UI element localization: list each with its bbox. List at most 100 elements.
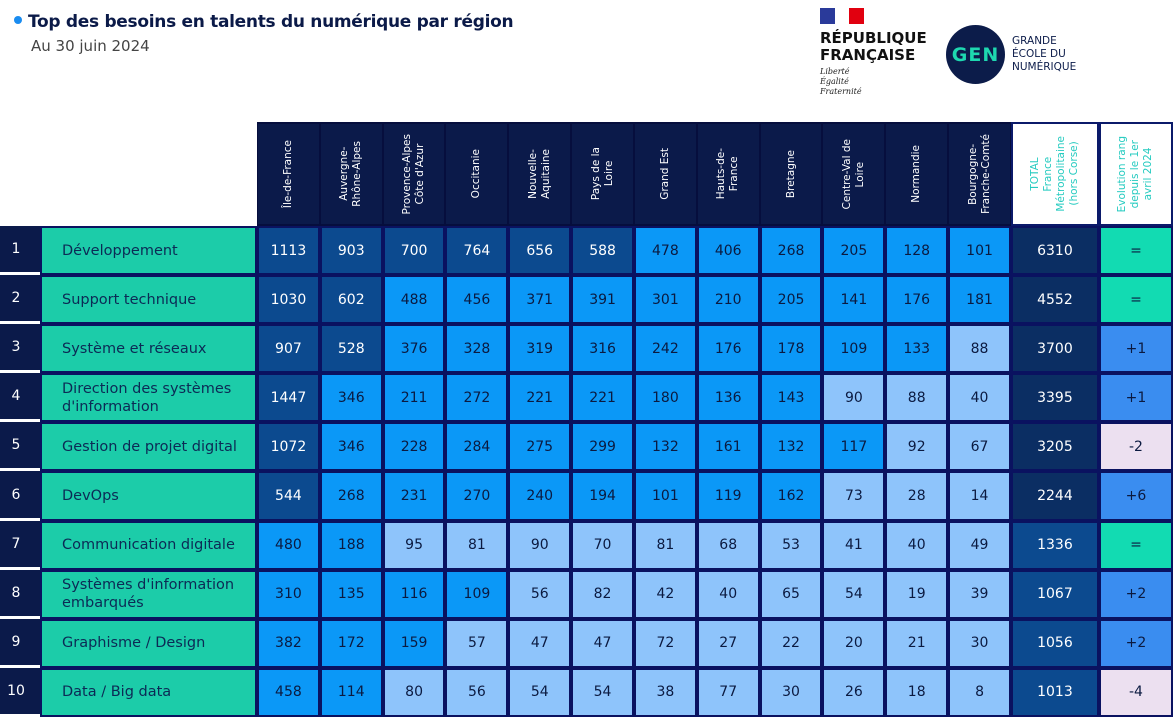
value-cell: 70 [571, 520, 634, 570]
row-label: Système et réseaux [40, 324, 257, 374]
row-label: Graphisme / Design [40, 618, 257, 668]
rank-cell: 8 [0, 569, 40, 619]
value-cell: 136 [696, 373, 760, 423]
total-cell: 6310 [1010, 226, 1099, 276]
value-cell: 588 [571, 226, 634, 276]
value-cell: 21 [885, 618, 949, 668]
evolution-cell: = [1098, 275, 1173, 325]
value-cell: 54 [508, 667, 572, 717]
value-cell: 172 [319, 618, 383, 668]
french-flag-icon [820, 8, 865, 24]
column-header-text: Normandie [910, 145, 923, 203]
value-cell: 159 [382, 618, 446, 668]
value-cell: 14 [948, 471, 1011, 521]
value-cell: 38 [633, 667, 697, 717]
value-cell: 328 [445, 324, 509, 374]
value-cell: 406 [696, 226, 760, 276]
value-cell: 40 [696, 569, 760, 619]
rf-motto: Fraternité [820, 87, 862, 96]
value-cell: 903 [319, 226, 383, 276]
value-cell: 240 [508, 471, 572, 521]
value-cell: 39 [948, 569, 1011, 619]
value-cell: 80 [382, 667, 446, 717]
value-cell: 456 [445, 275, 509, 325]
value-cell: 371 [508, 275, 572, 325]
column-header-text: Occitanie [470, 149, 483, 199]
row-label: DevOps [40, 471, 257, 521]
rf-motto: Égalité [820, 77, 849, 86]
row-label: Développement [40, 226, 257, 276]
value-cell: 488 [382, 275, 446, 325]
value-cell: 40 [948, 373, 1011, 423]
value-cell: 319 [508, 324, 572, 374]
value-cell: 205 [822, 226, 886, 276]
gen-logo-mark: GEN [946, 25, 1005, 84]
value-cell: 228 [382, 422, 446, 472]
value-cell: 72 [633, 618, 697, 668]
rank-cell: 9 [0, 618, 40, 668]
value-cell: 41 [822, 520, 886, 570]
rf-name-1: RÉPUBLIQUE [820, 29, 927, 47]
value-cell: 275 [508, 422, 572, 472]
value-cell: 30 [759, 667, 823, 717]
evolution-cell: +2 [1098, 618, 1173, 668]
republique-francaise-logo: RÉPUBLIQUE FRANÇAISE Liberté Égalité Frater… [820, 8, 927, 97]
value-cell: 272 [445, 373, 509, 423]
value-cell: 77 [696, 667, 760, 717]
evolution-cell: = [1098, 520, 1173, 570]
value-cell: 194 [571, 471, 634, 521]
value-cell: 480 [257, 520, 320, 570]
value-cell: 1072 [257, 422, 320, 472]
value-cell: 19 [885, 569, 949, 619]
value-cell: 656 [508, 226, 572, 276]
value-cell: 1447 [257, 373, 320, 423]
value-cell: 68 [696, 520, 760, 570]
value-cell: 133 [885, 324, 949, 374]
value-cell: 180 [633, 373, 697, 423]
evolution-cell: +1 [1098, 373, 1173, 423]
value-cell: 205 [759, 275, 823, 325]
rf-name-2: FRANÇAISE [820, 46, 916, 64]
value-cell: 101 [633, 471, 697, 521]
page-subtitle: Au 30 juin 2024 [31, 37, 150, 55]
value-cell: 42 [633, 569, 697, 619]
row-label: Systèmes d'information embarqués [40, 569, 257, 619]
bullet-icon [14, 16, 22, 24]
value-cell: 56 [445, 667, 509, 717]
value-cell: 109 [822, 324, 886, 374]
total-cell: 1067 [1010, 569, 1099, 619]
gen-text: NUMÉRIQUE [1012, 61, 1077, 73]
value-cell: 90 [508, 520, 572, 570]
rank-cell: 7 [0, 520, 40, 570]
value-cell: 231 [382, 471, 446, 521]
value-cell: 301 [633, 275, 697, 325]
value-cell: 458 [257, 667, 320, 717]
value-cell: 346 [319, 373, 383, 423]
row-label: Gestion de projet digital [40, 422, 257, 472]
value-cell: 181 [948, 275, 1011, 325]
gen-text: GRANDE [1012, 35, 1057, 47]
evolution-cell: -2 [1098, 422, 1173, 472]
value-cell: 907 [257, 324, 320, 374]
value-cell: 188 [319, 520, 383, 570]
column-header-text: Île-de-France [281, 139, 294, 209]
gen-logo: GEN GRANDE ÉCOLE DU NUMÉRIQUE [946, 25, 1076, 84]
value-cell: 161 [696, 422, 760, 472]
column-header-total-text: TOTAL France Métropolitaine (hors Corse) [1028, 136, 1080, 212]
column-header: Nouvelle- Aquitaine [508, 122, 572, 226]
value-cell: 18 [885, 667, 949, 717]
value-cell: 544 [257, 471, 320, 521]
value-cell: 54 [822, 569, 886, 619]
total-cell: 3205 [1010, 422, 1099, 472]
value-cell: 391 [571, 275, 634, 325]
value-cell: 700 [382, 226, 446, 276]
value-cell: 88 [885, 373, 949, 423]
value-cell: 40 [885, 520, 949, 570]
column-header-evolution: Evolution rang depuis le 1er avril 2024 [1098, 122, 1173, 226]
value-cell: 1030 [257, 275, 320, 325]
value-cell: 143 [759, 373, 823, 423]
value-cell: 67 [948, 422, 1011, 472]
value-cell: 82 [571, 569, 634, 619]
value-cell: 56 [508, 569, 572, 619]
value-cell: 268 [759, 226, 823, 276]
